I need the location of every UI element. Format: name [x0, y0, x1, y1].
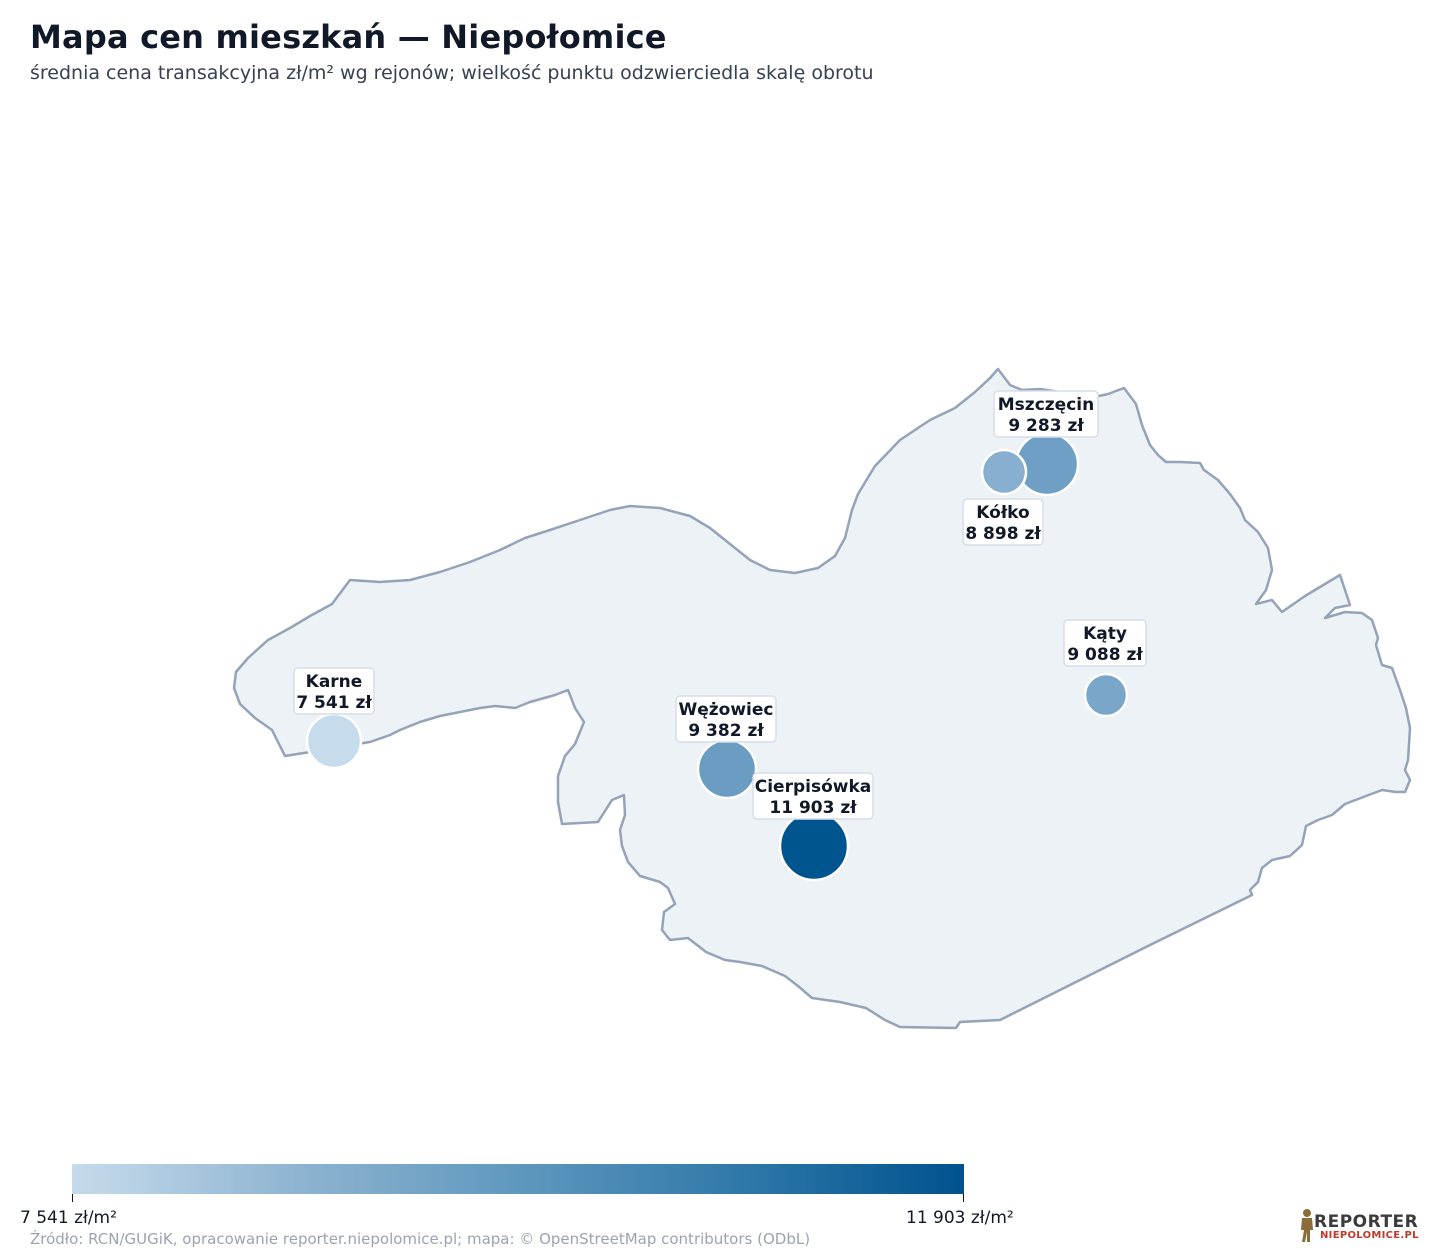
region-name-label: Mszczęcin	[998, 395, 1094, 415]
marker-2[interactable]	[1083, 672, 1129, 718]
region-price-label: 11 903 zł	[769, 798, 857, 818]
region-price-label: 8 898 zł	[965, 524, 1041, 544]
legend-tick-min	[72, 1194, 73, 1202]
publisher-logo[interactable]: REPORTER NIEPOLOMICE.PL	[1298, 1206, 1419, 1246]
legend-tick-max	[963, 1194, 964, 1202]
region-price-label: 7 541 zł	[296, 693, 372, 713]
region-name-label: Kółko	[976, 503, 1029, 523]
region-price-label: 9 283 zł	[1008, 416, 1084, 436]
logo-text-main: REPORTER	[1314, 1212, 1419, 1232]
region-label-box	[1063, 619, 1147, 667]
color-scale-bar	[72, 1164, 964, 1194]
region-label-box	[962, 498, 1044, 546]
region-price-label: 9 088 zł	[1067, 645, 1143, 665]
region-label-box	[993, 390, 1099, 438]
reporter-figure-icon	[1301, 1209, 1313, 1242]
page-subtitle: średnia cena transakcyjna zł/m² wg rejon…	[30, 62, 874, 84]
region-label-box	[752, 772, 874, 820]
region-price-label: 9 382 zł	[688, 721, 764, 741]
region-name-label: Karne	[306, 672, 363, 692]
region-name-label: Wężowiec	[679, 700, 774, 720]
legend-max-label: 11 903 zł/m²	[906, 1208, 1014, 1228]
marker-1[interactable]	[980, 448, 1028, 496]
marker-3[interactable]	[305, 712, 363, 770]
region-name-label: Kąty	[1083, 624, 1127, 644]
marker-5[interactable]	[778, 810, 850, 882]
source-note: Źródło: RCN/GUGiK, opracowanie reporter.…	[30, 1230, 811, 1248]
region-label-box	[675, 695, 777, 743]
marker-4[interactable]	[696, 738, 758, 800]
region-name-label: Cierpisówka	[755, 777, 872, 797]
region-label-box	[293, 667, 375, 715]
municipality-boundary	[232, 367, 1412, 1030]
page-title: Mapa cen mieszkań — Niepołomice	[30, 18, 667, 56]
logo-text-sub: NIEPOLOMICE.PL	[1320, 1230, 1419, 1241]
legend-min-label: 7 541 zł/m²	[20, 1208, 117, 1228]
